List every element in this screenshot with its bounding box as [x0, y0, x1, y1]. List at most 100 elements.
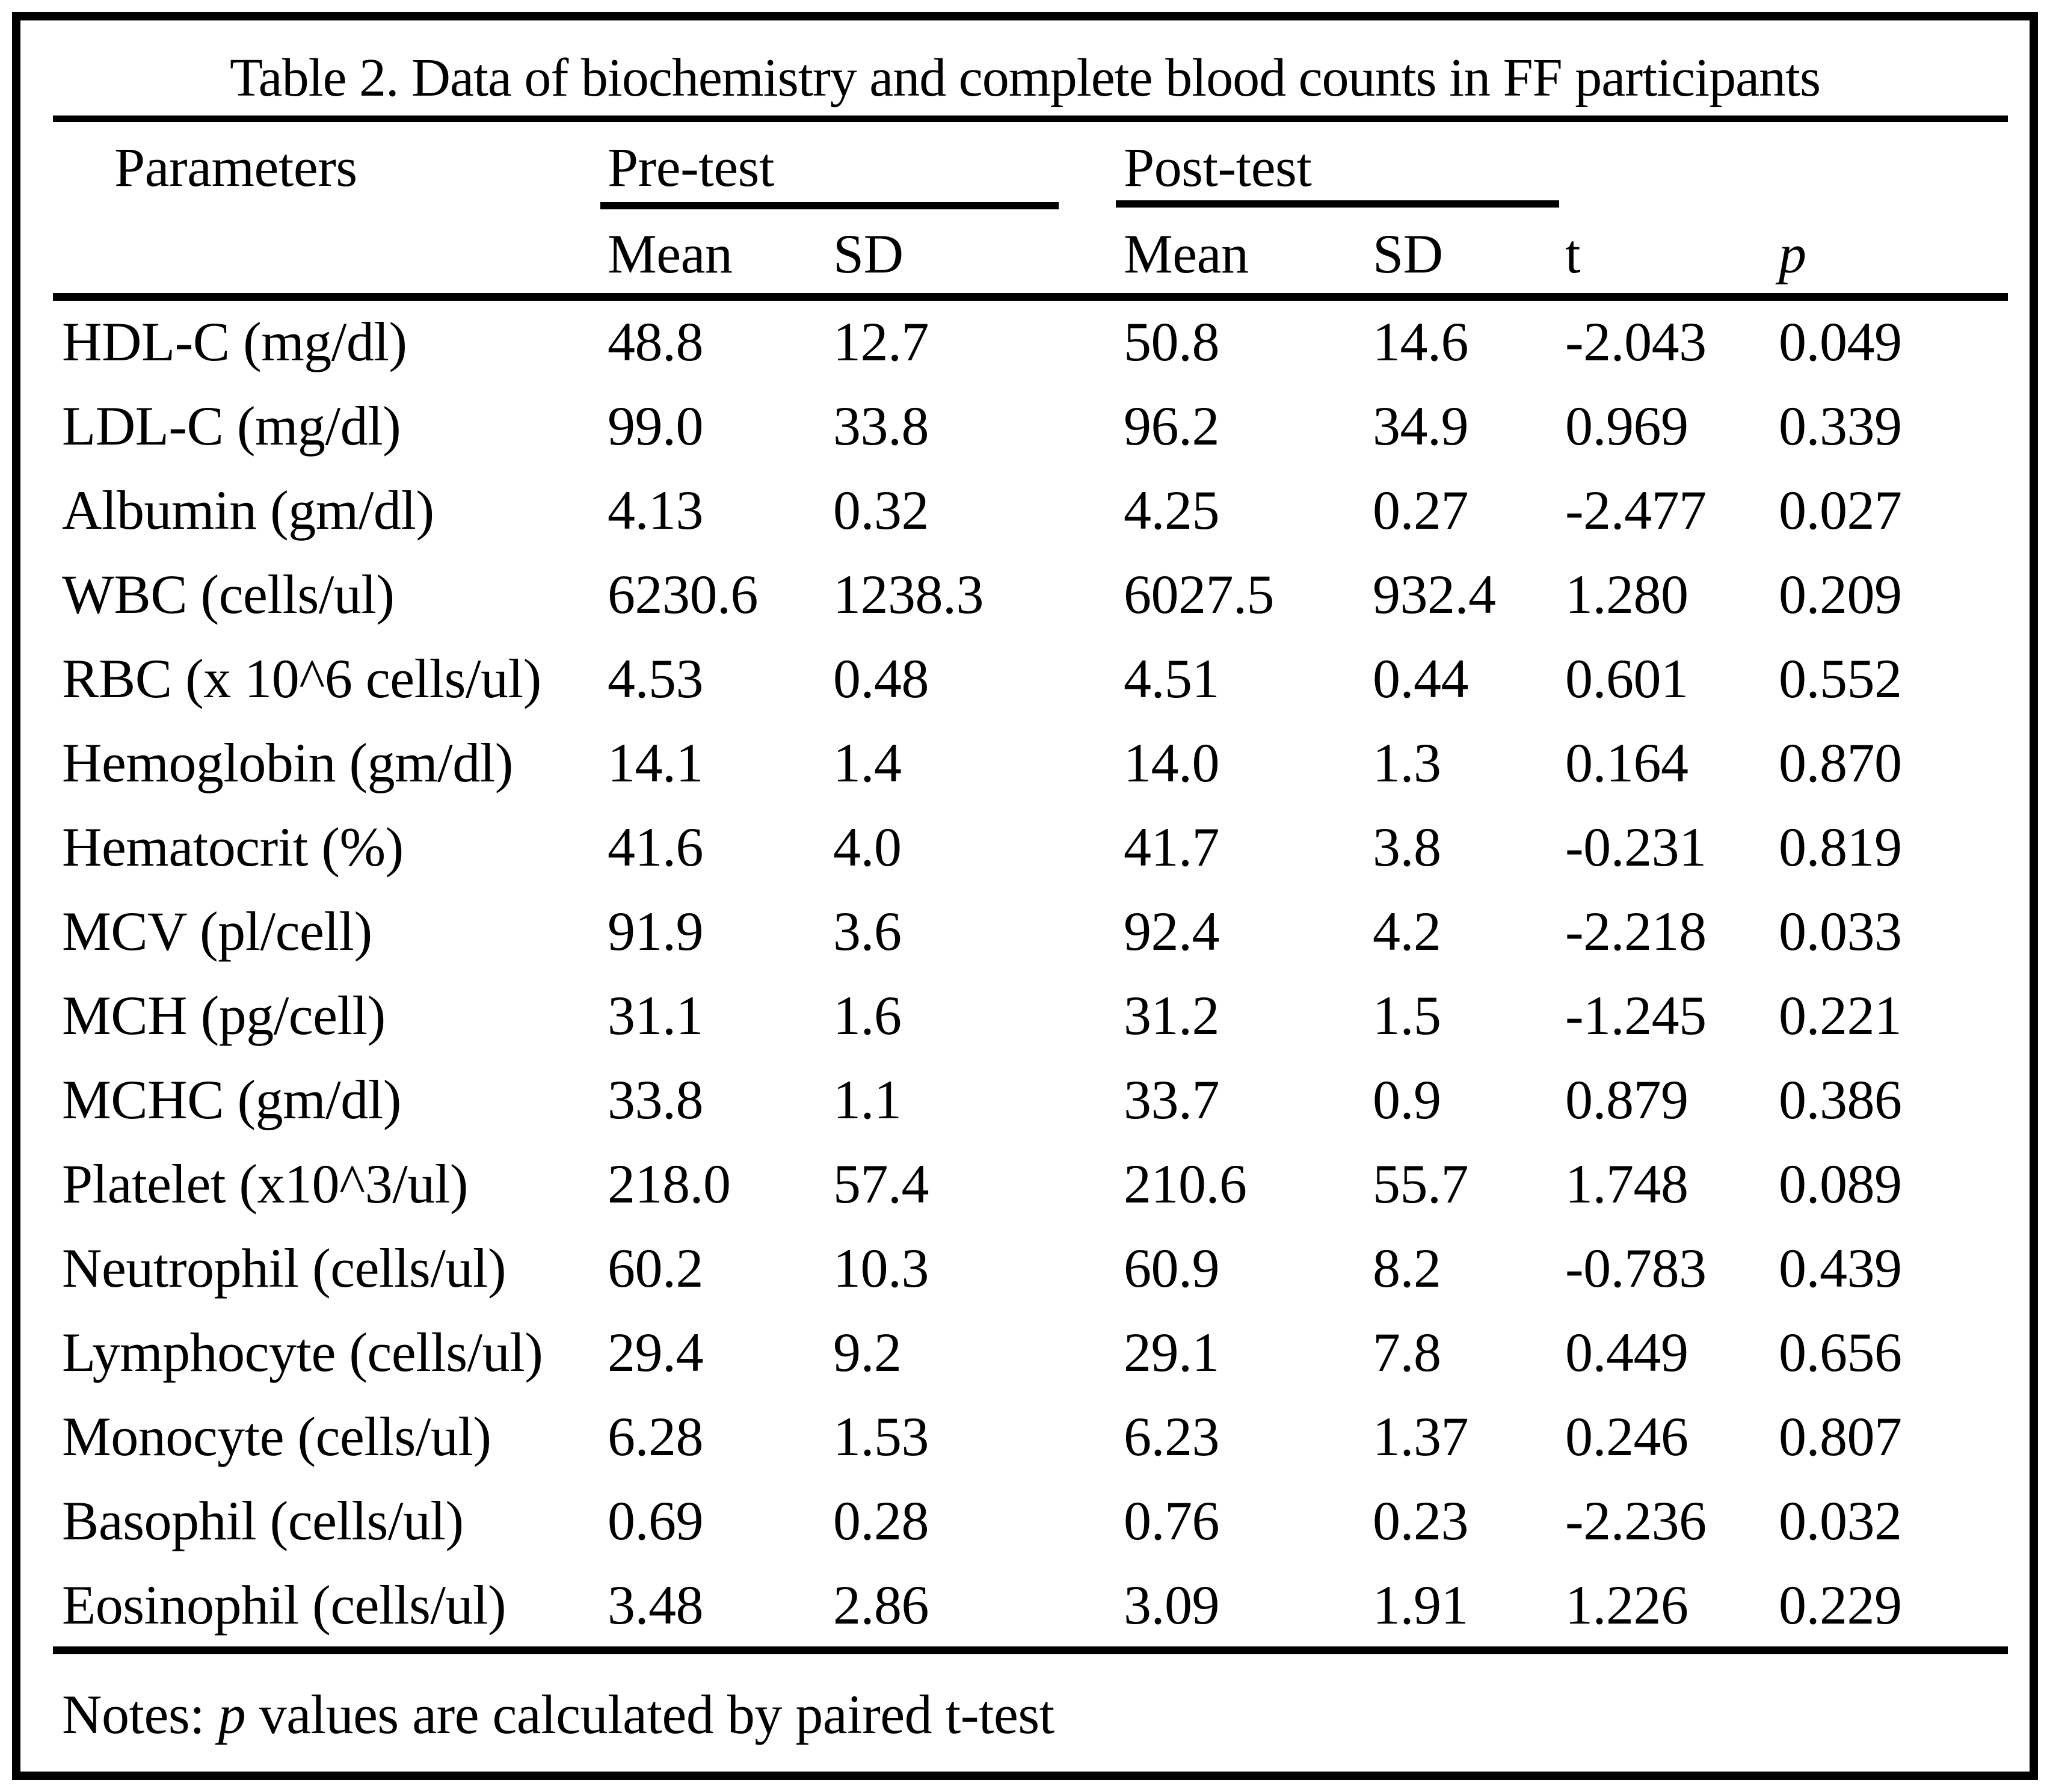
- cell-parameter: WBC (cells/ul): [62, 564, 395, 625]
- cell-t: -2.477: [1565, 479, 1707, 541]
- cell-p: 0.033: [1779, 901, 1902, 962]
- col-header-p: p: [1779, 223, 1806, 285]
- cell-post-mean: 29.1: [1124, 1322, 1220, 1383]
- cell-post-sd: 55.7: [1373, 1153, 1469, 1215]
- cell-post-sd: 1.3: [1373, 732, 1441, 793]
- table-row: Albumin (gm/dl) 4.13 0.32 4.25 0.27 -2.477 0.0…: [0, 468, 2050, 552]
- cell-p: 0.386: [1779, 1069, 1902, 1130]
- cell-parameter: Hematocrit (%): [62, 816, 404, 878]
- table-row: Eosinophil (cells/ul) 3.48 2.86 3.09 1.91 1.2…: [0, 1563, 2050, 1647]
- cell-parameter: Monocyte (cells/ul): [62, 1406, 491, 1467]
- cell-post-sd: 3.8: [1373, 816, 1441, 878]
- cell-parameter: Neutrophil (cells/ul): [62, 1237, 506, 1299]
- table-row: MCHC (gm/dl) 33.8 1.1 33.7 0.9 0.879 0.386: [0, 1058, 2050, 1142]
- cell-p: 0.819: [1779, 816, 1902, 878]
- col-header-parameters: Parameters: [114, 137, 357, 198]
- cell-pre-mean: 31.1: [608, 985, 704, 1046]
- cell-pre-sd: 1.1: [833, 1069, 902, 1130]
- cell-pre-mean: 48.8: [608, 311, 704, 372]
- cell-post-mean: 33.7: [1124, 1069, 1220, 1130]
- cell-pre-mean: 33.8: [608, 1069, 704, 1130]
- cell-post-sd: 932.4: [1373, 564, 1496, 625]
- col-header-pre-sd: SD: [833, 223, 903, 285]
- cell-p: 0.209: [1779, 564, 1902, 625]
- cell-post-sd: 1.5: [1373, 985, 1441, 1046]
- cell-post-mean: 0.76: [1124, 1490, 1220, 1551]
- group-header-pretest: Pre-test: [608, 137, 775, 198]
- cell-parameter: MCV (pl/cell): [62, 901, 372, 962]
- pretest-underline: [600, 202, 1059, 209]
- cell-post-sd: 8.2: [1373, 1237, 1441, 1299]
- cell-pre-mean: 29.4: [608, 1322, 704, 1383]
- cell-post-mean: 14.0: [1124, 732, 1220, 793]
- cell-pre-sd: 10.3: [833, 1237, 929, 1299]
- cell-parameter: MCH (pg/cell): [62, 985, 386, 1046]
- cell-post-mean: 3.09: [1124, 1574, 1220, 1636]
- cell-pre-mean: 6.28: [608, 1406, 704, 1467]
- outer-border: [12, 12, 2038, 1780]
- cell-post-mean: 60.9: [1124, 1237, 1220, 1299]
- cell-t: -1.245: [1565, 985, 1707, 1046]
- cell-pre-sd: 2.86: [833, 1574, 929, 1636]
- cell-pre-sd: 1238.3: [833, 564, 984, 625]
- cell-post-sd: 0.23: [1373, 1490, 1469, 1551]
- table-row: MCH (pg/cell) 31.1 1.6 31.2 1.5 -1.245 0.221: [0, 973, 2050, 1058]
- col-header-post-sd: SD: [1373, 223, 1443, 285]
- title-rule: [53, 115, 2008, 122]
- cell-post-sd: 7.8: [1373, 1322, 1441, 1383]
- table-notes: Notes: p values are calculated by paired…: [62, 1672, 1054, 1757]
- table-row: HDL-C (mg/dl) 48.8 12.7 50.8 14.6 -2.043 0.049: [0, 300, 2050, 384]
- cell-t: 0.246: [1565, 1406, 1688, 1467]
- cell-t: 1.226: [1565, 1574, 1688, 1636]
- cell-p: 0.229: [1779, 1574, 1902, 1636]
- table-row: Lymphocyte (cells/ul) 29.4 9.2 29.1 7.8 0.449…: [0, 1310, 2050, 1394]
- cell-post-mean: 50.8: [1124, 311, 1220, 372]
- cell-post-sd: 0.27: [1373, 479, 1469, 541]
- cell-t: -0.783: [1565, 1237, 1707, 1299]
- cell-pre-mean: 218.0: [608, 1153, 731, 1215]
- group-header-posttest: Post-test: [1124, 137, 1312, 198]
- table-row: Hematocrit (%) 41.6 4.0 41.7 3.8 -0.231 0.819: [0, 805, 2050, 889]
- cell-p: 0.552: [1779, 648, 1902, 709]
- table-title: Table 2. Data of biochemistry and comple…: [229, 48, 1821, 108]
- table-row: Platelet (x10^3/ul) 218.0 57.4 210.6 55.7 1.7…: [0, 1142, 2050, 1226]
- cell-post-mean: 92.4: [1124, 901, 1220, 962]
- cell-p: 0.807: [1779, 1406, 1902, 1467]
- cell-t: -0.231: [1565, 816, 1707, 878]
- cell-post-sd: 4.2: [1373, 901, 1441, 962]
- cell-p: 0.339: [1779, 395, 1902, 457]
- table-row: Monocyte (cells/ul) 6.28 1.53 6.23 1.37 0.246…: [0, 1394, 2050, 1479]
- cell-pre-sd: 9.2: [833, 1322, 902, 1383]
- cell-p: 0.049: [1779, 311, 1902, 372]
- cell-post-mean: 41.7: [1124, 816, 1220, 878]
- notes-p-italic: p: [218, 1684, 246, 1745]
- cell-post-mean: 210.6: [1124, 1153, 1247, 1215]
- table-row: Basophil (cells/ul) 0.69 0.28 0.76 0.23 -2.23…: [0, 1479, 2050, 1563]
- cell-pre-mean: 4.13: [608, 479, 704, 541]
- cell-post-sd: 34.9: [1373, 395, 1469, 457]
- cell-parameter: Lymphocyte (cells/ul): [62, 1322, 543, 1383]
- cell-pre-mean: 41.6: [608, 816, 704, 878]
- col-header-pre-mean: Mean: [608, 223, 733, 285]
- cell-pre-sd: 1.53: [833, 1406, 929, 1467]
- cell-post-mean: 4.51: [1124, 648, 1220, 709]
- cell-post-sd: 14.6: [1373, 311, 1469, 372]
- table-row: RBC (x 10^6 cells/ul) 4.53 0.48 4.51 0.44 0.6…: [0, 636, 2050, 721]
- cell-p: 0.089: [1779, 1153, 1902, 1215]
- cell-pre-sd: 0.28: [833, 1490, 929, 1551]
- cell-pre-mean: 91.9: [608, 901, 704, 962]
- cell-parameter: LDL-C (mg/dl): [62, 395, 401, 457]
- table-row: MCV (pl/cell) 91.9 3.6 92.4 4.2 -2.218 0.033: [0, 889, 2050, 973]
- cell-t: 0.969: [1565, 395, 1688, 457]
- cell-post-sd: 0.44: [1373, 648, 1469, 709]
- cell-parameter: Hemoglobin (gm/dl): [62, 732, 513, 793]
- cell-t: -2.236: [1565, 1490, 1707, 1551]
- cell-pre-mean: 99.0: [608, 395, 704, 457]
- cell-pre-mean: 60.2: [608, 1237, 704, 1299]
- cell-pre-sd: 4.0: [833, 816, 902, 878]
- notes-suffix: values are calculated by paired t-test: [245, 1684, 1055, 1745]
- cell-parameter: HDL-C (mg/dl): [62, 311, 407, 372]
- cell-parameter: RBC (x 10^6 cells/ul): [62, 648, 541, 709]
- header-rule: [53, 293, 2008, 301]
- cell-p: 0.439: [1779, 1237, 1902, 1299]
